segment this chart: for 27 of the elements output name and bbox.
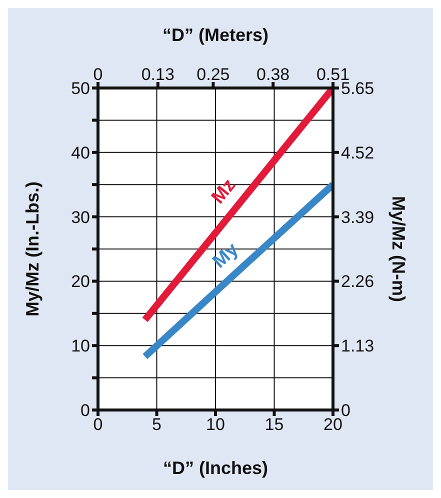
y2-tick-label: 3.39 — [341, 208, 374, 227]
x2-tick-label: 0.38 — [256, 65, 290, 84]
x-tick-label: 10 — [206, 415, 225, 434]
y-tick-label: 10 — [71, 336, 90, 356]
x-axis-title: “D” (Inches) — [162, 458, 268, 478]
y2-tick-label: 0 — [341, 401, 350, 420]
x2-tick-label: 0 — [93, 65, 103, 84]
x-tick-label: 15 — [264, 415, 284, 434]
y-tick-label: 0 — [80, 401, 90, 420]
y2-tick-label: 5.65 — [341, 79, 374, 98]
y-tick-label: 30 — [71, 208, 90, 227]
x2-tick-label: 0.13 — [141, 65, 174, 84]
y2-axis-title: My/Mz (N-m) — [388, 196, 409, 302]
x2-tick-label: 0.25 — [196, 65, 230, 84]
y2-tick-label: 1.13 — [341, 336, 374, 356]
y2-tick-label: 2.26 — [341, 272, 374, 292]
y-tick-label: 40 — [71, 143, 90, 162]
x2-axis-title: “D” (Meters) — [162, 24, 269, 45]
text: Mz — [208, 175, 240, 208]
x-tick-label: 0 — [93, 415, 103, 434]
y2-tick-label: 4.52 — [341, 143, 374, 162]
y-tick-label: 20 — [71, 272, 90, 292]
text: My — [209, 238, 243, 273]
y-tick-label: 50 — [71, 79, 90, 98]
y-axis-title: My/Mz (In.-Lbs.) — [22, 182, 42, 316]
x-tick-label: 5 — [152, 415, 162, 434]
x-tick-label: 20 — [324, 415, 342, 434]
